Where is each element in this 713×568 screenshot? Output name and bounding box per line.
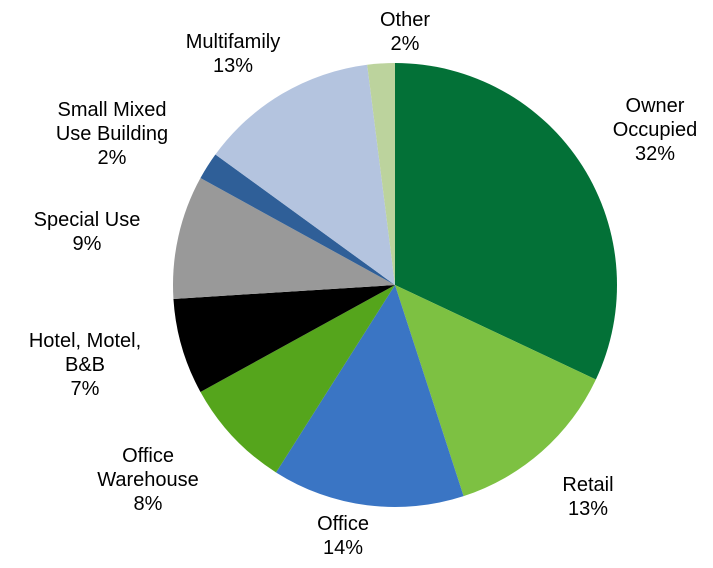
pie-slice bbox=[395, 285, 596, 497]
slice-label: Office 14% bbox=[303, 512, 383, 560]
value-label: 2% bbox=[97, 147, 127, 169]
category-label: Special Use bbox=[33, 209, 141, 231]
slice-label: Owner Occupied 32% bbox=[600, 94, 710, 166]
pie-slice bbox=[200, 285, 395, 473]
slice-label: Other 2% bbox=[365, 8, 445, 56]
slice-label: Multifamily 13% bbox=[153, 30, 313, 78]
pie-slice bbox=[200, 154, 395, 285]
value-label: 8% bbox=[133, 493, 163, 515]
slice-label: Small Mixed Use Building 2% bbox=[45, 98, 180, 170]
category-label: Office Warehouse bbox=[97, 445, 199, 491]
pie-slice bbox=[395, 63, 617, 380]
category-label: Other bbox=[379, 9, 431, 31]
category-label: Retail bbox=[562, 474, 614, 496]
category-label: Small Mixed Use Building bbox=[55, 99, 169, 145]
slice-label: Hotel, Motel, B&B 7% bbox=[10, 329, 160, 401]
value-label: 9% bbox=[72, 233, 102, 255]
pie-slice bbox=[367, 63, 395, 285]
value-label: 13% bbox=[212, 55, 254, 77]
value-label: 13% bbox=[567, 498, 609, 520]
slice-label: Office Warehouse 8% bbox=[83, 444, 213, 516]
category-label: Hotel, Motel, B&B bbox=[28, 330, 142, 376]
slice-label: Retail 13% bbox=[548, 473, 628, 521]
value-label: 2% bbox=[390, 33, 420, 55]
category-label: Owner Occupied bbox=[612, 95, 698, 141]
value-label: 7% bbox=[70, 378, 100, 400]
pie-slice bbox=[276, 285, 464, 507]
pie-slice bbox=[215, 64, 395, 285]
value-label: 32% bbox=[634, 143, 676, 165]
pie-slice bbox=[173, 285, 395, 392]
pie-slice bbox=[172, 178, 395, 299]
category-label: Multifamily bbox=[185, 31, 281, 53]
category-label: Office bbox=[317, 513, 369, 535]
value-label: 14% bbox=[322, 537, 364, 559]
slice-label: Special Use 9% bbox=[7, 208, 167, 256]
